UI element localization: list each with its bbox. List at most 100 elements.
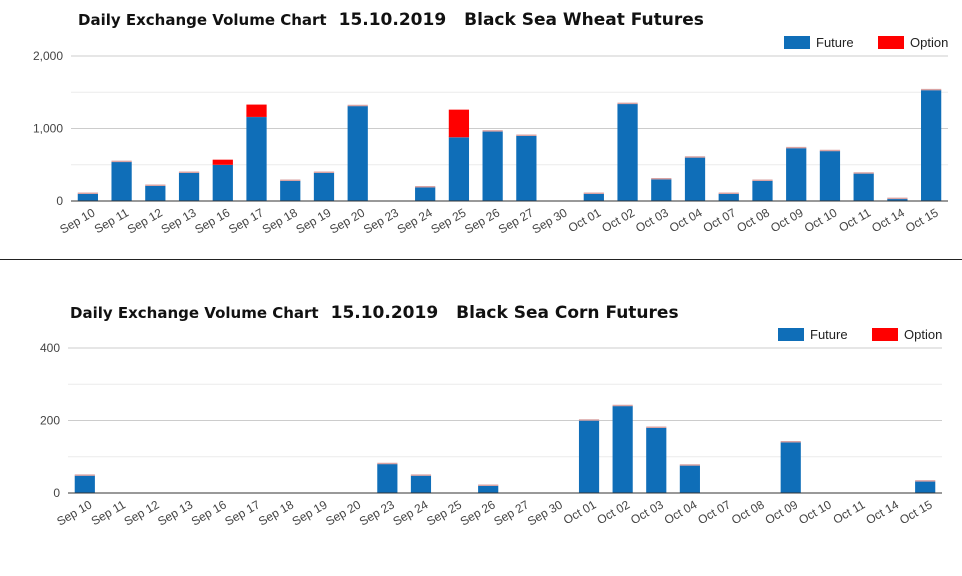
wheat-bar-future [617,103,638,201]
corn-y-tick-label: 0 [53,486,60,500]
wheat-x-tick-label: Sep 24 [395,205,435,236]
wheat-x-tick-label: Oct 15 [903,205,941,235]
wheat-bar-option [212,159,233,165]
wheat-bar-option [448,109,470,138]
wheat-bar-future [77,193,98,201]
corn-chart-title: Daily Exchange Volume Chart 15.10.2019 Bla… [70,303,679,323]
wheat-x-tick-label: Sep 13 [159,205,199,236]
wheat-x-tick-label: Oct 10 [802,205,840,235]
wheat-chart-title: Daily Exchange Volume Chart 15.10.2019 Bla… [78,10,704,30]
wheat-y-tick-label: 0 [56,194,63,208]
corn-x-tick-label: Oct 11 [831,497,868,527]
wheat-bar-future [313,172,335,201]
corn-x-tick-label: Oct 08 [729,497,767,527]
wheat-x-tick-label: Oct 11 [836,205,873,235]
wheat-bar-future [583,193,604,201]
corn-x-tick-label: Oct 15 [897,497,935,527]
wheat-y-tick-label: 2,000 [33,49,63,63]
corn-title-product: Black Sea Corn Futures [456,303,679,323]
corn-y-tick-label: 400 [40,341,60,355]
wheat-x-tick-label: Oct 02 [599,205,637,235]
wheat-bar-future [819,150,841,201]
corn-x-tick-label: Sep 24 [391,497,431,528]
wheat-x-tick-label: Sep 12 [125,205,165,236]
wheat-title-product: Black Sea Wheat Futures [464,10,704,30]
corn-x-tick-label: Sep 20 [323,497,363,528]
wheat-bar-future [111,161,132,201]
corn-y-tick-label: 200 [40,414,60,428]
wheat-x-tick-label: Sep 16 [192,205,232,236]
wheat-bar-option [246,104,267,117]
corn-title-date: 15.10.2019 [330,303,439,323]
wheat-x-tick-label: Sep 30 [530,205,570,236]
corn-legend-label-future: Future [810,327,848,342]
corn-x-tick-label: Oct 02 [595,497,633,527]
wheat-legend-label-future: Future [816,35,854,50]
wheat-bar-future [651,179,672,201]
corn-bar-future [377,464,398,493]
corn-bar-future [74,475,95,493]
corn-x-tick-label: Oct 10 [796,497,834,527]
corn-x-tick-label: Sep 27 [491,497,531,528]
wheat-x-tick-label: Sep 26 [462,205,502,236]
wheat-title-date: 15.10.2019 [338,10,447,30]
wheat-x-tick-label: Sep 27 [496,205,536,236]
wheat-x-tick-label: Oct 04 [667,205,705,235]
corn-x-tick-label: Sep 12 [122,497,162,528]
corn-x-tick-label: Oct 14 [863,497,901,527]
chart-divider [0,259,962,260]
wheat-x-tick-label: Sep 20 [327,205,367,236]
wheat-bar-future [887,198,908,201]
corn-bar-future [578,420,600,493]
wheat-x-tick-label: Sep 10 [57,205,97,236]
corn-x-tick-label: Sep 19 [290,497,330,528]
corn-x-tick-label: Oct 07 [695,497,733,527]
corn-bar-future [915,481,936,493]
wheat-x-tick-label: Sep 17 [226,205,266,236]
wheat-bar-future [482,131,503,201]
corn-x-tick-label: Sep 23 [357,497,397,528]
wheat-title-main: Daily Exchange Volume Chart [78,11,327,29]
corn-bar-future [780,442,801,493]
corn-title-main: Daily Exchange Volume Chart [70,304,319,322]
corn-chart-panel: Daily Exchange Volume Chart 15.10.2019 Bla… [0,262,962,576]
wheat-bar-future [347,106,368,201]
wheat-x-tick-label: Oct 09 [768,205,806,235]
wheat-bar-future [718,193,739,201]
corn-x-tick-label: Sep 26 [458,497,498,528]
wheat-legend-swatch-option [878,36,904,49]
corn-x-tick-label: Sep 30 [525,497,565,528]
wheat-bar-future [246,116,267,201]
wheat-x-tick-label: Oct 07 [701,205,739,235]
wheat-x-tick-label: Sep 23 [361,205,401,236]
corn-bar-future [478,485,499,493]
corn-x-tick-label: Sep 17 [222,497,262,528]
corn-x-tick-label: Oct 09 [763,497,801,527]
corn-x-tick-label: Oct 01 [561,497,599,527]
corn-legend-swatch-option [872,328,898,341]
corn-bar-future [410,475,432,493]
corn-legend: Future Option [778,327,942,342]
corn-bar-future [646,427,667,493]
wheat-bar-future [684,157,706,201]
wheat-chart-panel: Daily Exchange Volume Chart 15.10.2019 Bla… [0,0,962,258]
wheat-bar-future [853,173,874,201]
wheat-legend-label-option: Option [910,35,948,50]
wheat-x-tick-label: Sep 11 [92,205,131,236]
corn-x-tick-label: Oct 03 [628,497,666,527]
corn-x-tick-label: Sep 18 [256,497,296,528]
wheat-bar-future [516,135,537,201]
corn-x-tick-label: Sep 10 [54,497,94,528]
wheat-bar-future [415,187,436,201]
corn-x-tick-label: Sep 25 [424,497,464,528]
corn-legend-label-option: Option [904,327,942,342]
wheat-x-tick-label: Oct 03 [633,205,671,235]
wheat-bar-future [145,185,166,201]
wheat-y-tick-label: 1,000 [33,122,63,136]
wheat-bar-future [212,164,233,201]
wheat-bar-future [752,180,773,201]
wheat-bar-future [921,90,942,201]
wheat-bar-future [280,180,301,201]
wheat-bar-future [786,148,807,201]
